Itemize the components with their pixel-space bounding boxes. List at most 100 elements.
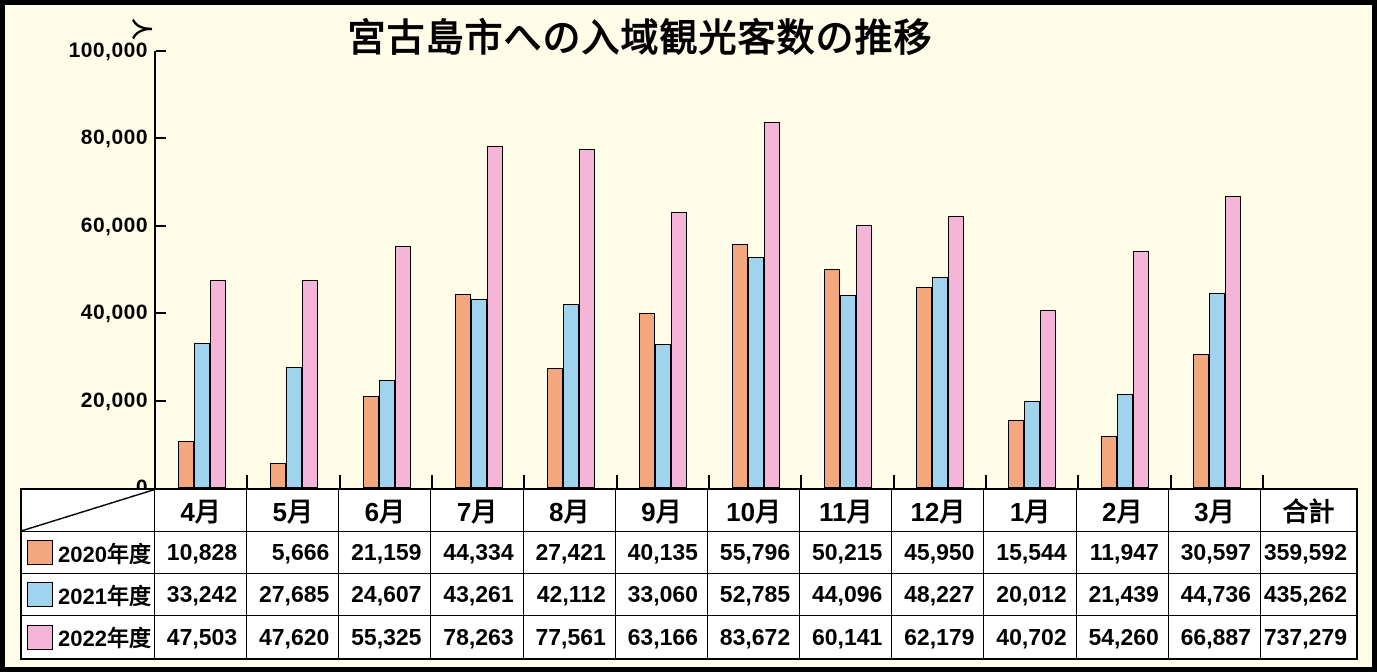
bar-2022年度-11月	[855, 225, 872, 488]
month-header-7月: 7月	[431, 490, 524, 532]
bar-2022年度-5月	[302, 280, 319, 488]
month-header-8月: 8月	[523, 490, 616, 532]
bar-2020年度-5月	[270, 463, 287, 488]
bar-2021年度-2月	[1116, 394, 1133, 488]
bar-group-6月	[341, 51, 433, 488]
bar-2020年度-3月	[1192, 354, 1209, 488]
y-tick-mark-100000	[156, 50, 166, 52]
value-cell-2020年度-5月: 5,666	[247, 532, 340, 574]
bar-2021年度-7月	[470, 299, 487, 488]
bar-2020年度-1月	[1008, 420, 1025, 488]
month-header-4月: 4月	[155, 490, 248, 532]
x-tick-mark-1	[246, 475, 249, 488]
x-tick-mark-2	[338, 475, 341, 488]
value-cell-2020年度-2月: 11,947	[1076, 532, 1169, 574]
legend-swatch-2020年度	[27, 540, 53, 565]
value-cell-2021年度-2月: 21,439	[1076, 574, 1169, 616]
total-header: 合計	[1260, 490, 1356, 532]
value-cell-2020年度-1月: 15,544	[984, 532, 1077, 574]
bar-group-10月	[710, 51, 802, 488]
data-table: 4月 5月 6月 7月 8月 9月 10月 11月 12月 1月 2月 3月 合計 2020年度 10,82…	[20, 488, 1358, 660]
month-header-2月: 2月	[1076, 490, 1169, 532]
y-tick-label-40000: 40,000	[80, 301, 148, 325]
value-cell-2020年度-11月: 50,215	[800, 532, 893, 574]
bar-2022年度-6月	[394, 246, 411, 488]
bar-2021年度-1月	[1024, 401, 1041, 488]
month-header-3月: 3月	[1168, 490, 1261, 532]
bar-group-8月	[525, 51, 617, 488]
month-header-11月: 11月	[800, 490, 893, 532]
total-cell-2022年度: 737,279	[1260, 616, 1356, 658]
month-header-10月: 10月	[707, 490, 801, 532]
value-cell-2022年度-3月: 66,887	[1168, 616, 1261, 658]
y-tick-label-100000: 100,000	[68, 39, 148, 62]
value-cell-2020年度-9月: 40,135	[615, 532, 708, 574]
month-header-9月: 9月	[615, 490, 708, 532]
y-tick-mark-40000	[156, 312, 166, 315]
value-cell-2022年度-12月: 62,179	[892, 616, 985, 658]
value-cell-2020年度-12月: 45,950	[892, 532, 985, 574]
bar-2021年度-6月	[378, 380, 395, 488]
legend-cell-2021年度: 2021年度	[22, 574, 155, 616]
y-tick-mark-80000	[156, 137, 166, 140]
value-cell-2022年度-8月: 77,561	[523, 616, 616, 658]
legend-swatch-2021年度	[27, 582, 53, 607]
y-tick-label-80000: 80,000	[80, 126, 148, 150]
bar-2022年度-12月	[948, 216, 965, 488]
y-tick-label-0: 0	[38, 476, 148, 500]
bar-group-7月	[433, 51, 525, 488]
bar-2022年度-2月	[1132, 251, 1149, 488]
bar-2020年度-10月	[731, 244, 748, 488]
x-tick-mark-11	[1169, 475, 1172, 488]
month-header-5月: 5月	[247, 490, 340, 532]
value-cell-2022年度-5月: 47,620	[247, 616, 340, 658]
bar-2021年度-11月	[839, 295, 856, 488]
bar-group-12月	[894, 51, 986, 488]
bar-2020年度-6月	[362, 396, 379, 488]
legend-cell-2020年度: 2020年度	[22, 532, 155, 574]
y-tick-mark-20000	[156, 399, 166, 402]
value-cell-2020年度-4月: 10,828	[155, 532, 248, 574]
bar-2021年度-9月	[655, 344, 672, 488]
plot-area	[156, 51, 1263, 488]
bar-group-3月	[1171, 51, 1263, 488]
bar-2020年度-2月	[1100, 436, 1117, 488]
y-axis-line	[154, 51, 156, 488]
bar-group-9月	[617, 51, 709, 488]
value-cell-2021年度-8月: 42,112	[523, 574, 616, 616]
bar-2020年度-9月	[639, 313, 656, 488]
x-tick-mark-8	[892, 475, 895, 488]
bar-group-1月	[986, 51, 1078, 488]
value-cell-2022年度-11月: 60,141	[800, 616, 893, 658]
value-cell-2021年度-3月: 44,736	[1168, 574, 1261, 616]
value-cell-2022年度-7月: 78,263	[431, 616, 524, 658]
legend-swatch-2022年度	[27, 624, 53, 650]
bar-2020年度-4月	[178, 441, 195, 488]
bar-group-5月	[248, 51, 340, 488]
value-cell-2021年度-11月: 44,096	[800, 574, 893, 616]
x-tick-mark-4	[523, 475, 526, 488]
series-name-2021年度: 2021年度	[58, 583, 151, 609]
bar-2021年度-12月	[932, 277, 949, 488]
value-cell-2021年度-1月: 20,012	[984, 574, 1077, 616]
value-cell-2022年度-2月: 54,260	[1076, 616, 1169, 658]
x-tick-mark-7	[800, 475, 803, 488]
x-tick-mark-5	[615, 475, 618, 488]
y-tick-label-20000: 20,000	[80, 388, 148, 412]
bar-2020年度-11月	[823, 269, 840, 488]
bar-2022年度-9月	[671, 212, 688, 488]
bar-group-4月	[156, 51, 248, 488]
legend-cell-2022年度: 2022年度	[22, 616, 155, 658]
value-cell-2021年度-7月: 43,261	[431, 574, 524, 616]
value-cell-2021年度-4月: 33,242	[155, 574, 248, 616]
bar-group-11月	[802, 51, 894, 488]
y-tick-mark-60000	[156, 224, 166, 227]
x-tick-mark-3	[431, 475, 433, 488]
bar-2022年度-10月	[763, 122, 780, 488]
bar-2021年度-10月	[747, 257, 764, 488]
value-cell-2021年度-10月: 52,785	[707, 574, 801, 616]
value-cell-2020年度-7月: 44,334	[431, 532, 524, 574]
value-cell-2020年度-6月: 21,159	[339, 532, 432, 574]
value-cell-2021年度-9月: 33,060	[615, 574, 708, 616]
